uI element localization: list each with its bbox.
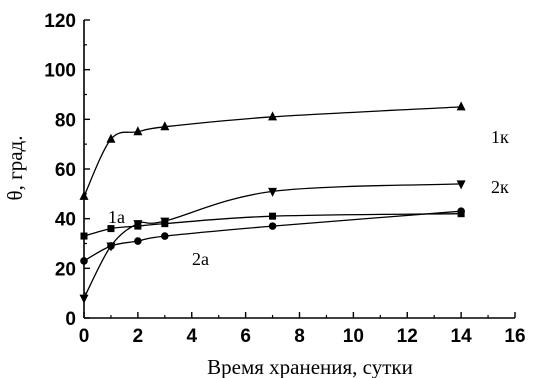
data-point [456, 180, 466, 190]
data-point [268, 222, 277, 230]
x-axis-title: Время хранения, сутки [207, 355, 413, 378]
data-point [134, 222, 142, 230]
data-point [107, 225, 115, 233]
y-tick-label: 80 [55, 110, 76, 131]
plot-area: 0 2 4 6 8 10 12 14 16 0 20 40 60 80 100 120 1к 2к 1а 2а [44, 11, 525, 347]
data-point [268, 187, 278, 197]
data-point [456, 101, 466, 111]
data-point [80, 257, 88, 265]
data-point [268, 111, 278, 121]
data-point [134, 237, 142, 245]
x-tick-label: 10 [343, 326, 364, 347]
data-point [106, 133, 116, 143]
y-tick-label: 60 [55, 160, 76, 181]
data-point [79, 294, 89, 304]
y-tick-label: 40 [55, 210, 76, 231]
data-point [107, 242, 115, 250]
x-tick-label: 16 [504, 326, 525, 347]
y-tick-label: 100 [44, 61, 76, 82]
data-point [269, 212, 277, 220]
x-tick-label: 8 [294, 326, 305, 347]
series-label: 1а [108, 207, 125, 227]
data-point [457, 207, 465, 216]
data-point [79, 190, 89, 200]
series-label: 1к [491, 127, 509, 147]
series-label: 2а [192, 249, 209, 269]
series-label: 2к [491, 177, 509, 197]
x-tick-label: 6 [240, 326, 251, 347]
x-tick-label: 2 [133, 326, 144, 347]
data-point [161, 232, 169, 240]
x-tick-label: 12 [397, 326, 418, 347]
data-point [161, 220, 169, 228]
y-tick-label: 120 [44, 11, 76, 32]
data-point [80, 232, 88, 240]
data-point [160, 121, 170, 131]
y-axis-title: θ, град. [3, 136, 27, 201]
y-tick-label: 20 [55, 259, 76, 280]
x-tick-label: 0 [79, 326, 90, 347]
data-point [133, 126, 143, 136]
x-tick-label: 4 [186, 326, 197, 347]
x-tick-label: 14 [451, 326, 473, 347]
y-tick-label: 0 [65, 309, 76, 330]
